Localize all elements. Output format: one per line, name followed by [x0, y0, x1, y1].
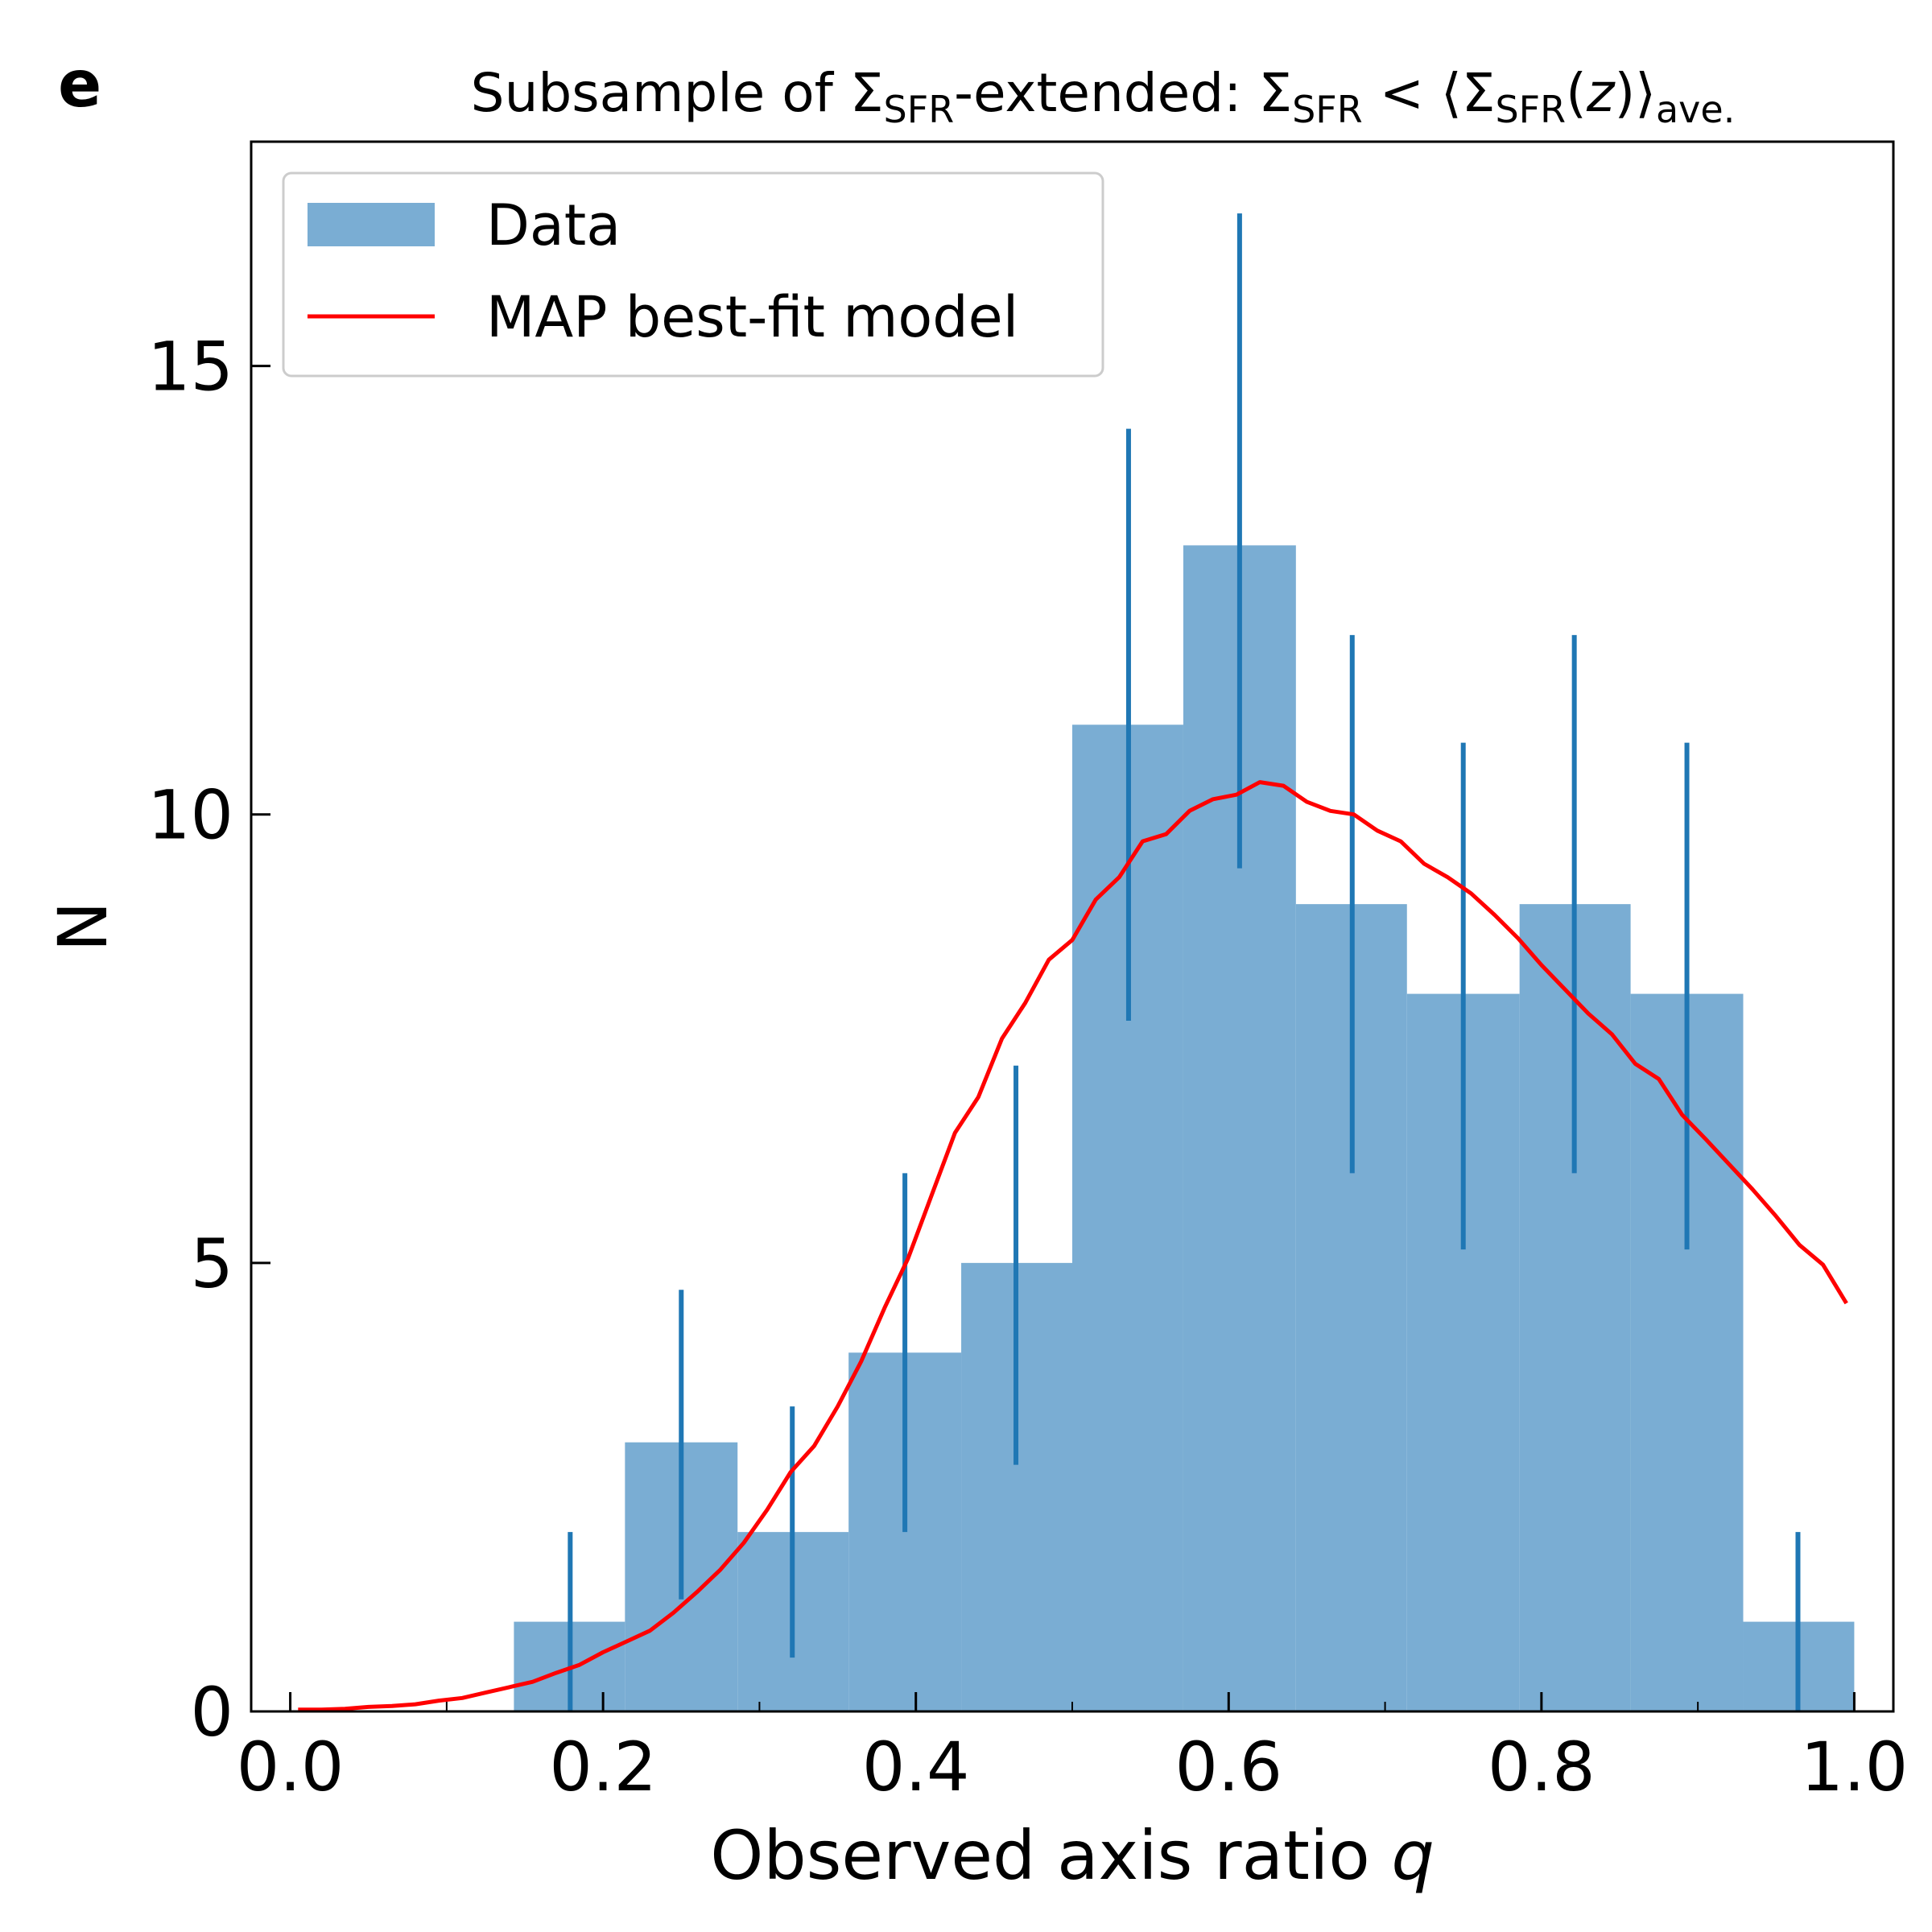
y-tick-label-0: 0: [191, 1673, 233, 1752]
legend-data-swatch: [308, 203, 435, 246]
legend-model-label: MAP best-fit model: [486, 284, 1018, 350]
x-axis-label: Observed axis ratio q: [710, 1816, 1435, 1895]
x-tick-label-0-2: 0.2: [549, 1728, 657, 1806]
panel-label: e: [58, 47, 101, 122]
error-bars: [568, 213, 1801, 1711]
legend-frame: [282, 171, 1104, 378]
x-tick-label-0-8: 0.8: [1488, 1728, 1596, 1806]
y-axis-label: N: [43, 902, 122, 952]
histogram-bars: [514, 545, 1855, 1712]
x-tick-label-0-6: 0.6: [1174, 1728, 1282, 1806]
y-tick-label-10: 10: [147, 776, 233, 855]
y-axis-ticks: 0 5 10 15: [147, 328, 270, 1752]
x-axis-ticks: 0.0 0.2 0.4 0.6 0.8 1.0: [237, 1692, 1908, 1806]
model-curve: [298, 780, 1848, 1712]
x-tick-label-1: 1.0: [1801, 1728, 1909, 1806]
legend-data-label: Data: [486, 192, 621, 258]
model-curve-layer: [298, 780, 1848, 1712]
y-tick-label-15: 15: [147, 328, 233, 407]
y-tick-label-5: 5: [191, 1224, 233, 1303]
x-tick-label-0: 0.0: [237, 1728, 345, 1806]
legend: Data MAP best-fit model: [282, 171, 1104, 378]
chart-title: Subsample of ΣSFR-extended: ΣSFR < ⟨ΣSFR…: [471, 62, 1736, 131]
x-tick-label-0-4: 0.4: [862, 1728, 970, 1806]
